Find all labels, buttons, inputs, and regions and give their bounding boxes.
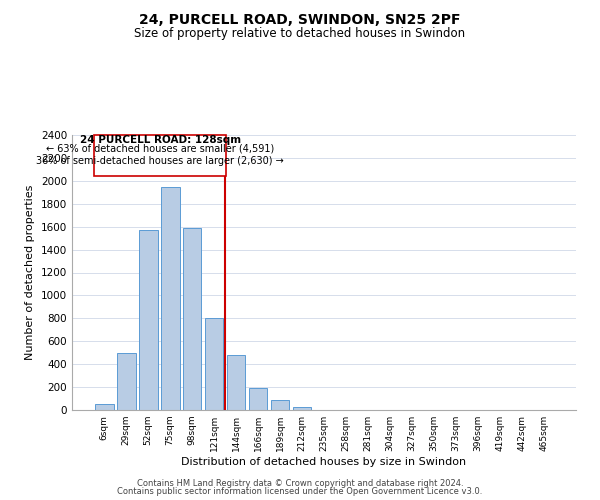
Text: 24 PURCELL ROAD: 128sqm: 24 PURCELL ROAD: 128sqm — [80, 134, 241, 144]
Text: 24, PURCELL ROAD, SWINDON, SN25 2PF: 24, PURCELL ROAD, SWINDON, SN25 2PF — [139, 12, 461, 26]
Bar — [293, 406, 311, 410]
Bar — [205, 318, 223, 410]
Bar — [227, 355, 245, 410]
Bar — [249, 388, 268, 410]
Text: Contains HM Land Registry data © Crown copyright and database right 2024.: Contains HM Land Registry data © Crown c… — [137, 478, 463, 488]
Bar — [161, 186, 179, 410]
Bar — [271, 400, 289, 410]
Y-axis label: Number of detached properties: Number of detached properties — [25, 185, 35, 360]
FancyBboxPatch shape — [94, 135, 226, 176]
Bar — [117, 352, 136, 410]
Bar — [139, 230, 158, 410]
X-axis label: Distribution of detached houses by size in Swindon: Distribution of detached houses by size … — [181, 457, 467, 467]
Bar — [95, 404, 113, 410]
Text: 36% of semi-detached houses are larger (2,630) →: 36% of semi-detached houses are larger (… — [37, 156, 284, 166]
Text: Size of property relative to detached houses in Swindon: Size of property relative to detached ho… — [134, 28, 466, 40]
Text: Contains public sector information licensed under the Open Government Licence v3: Contains public sector information licen… — [118, 488, 482, 496]
Bar — [183, 228, 202, 410]
Text: ← 63% of detached houses are smaller (4,591): ← 63% of detached houses are smaller (4,… — [46, 144, 274, 154]
